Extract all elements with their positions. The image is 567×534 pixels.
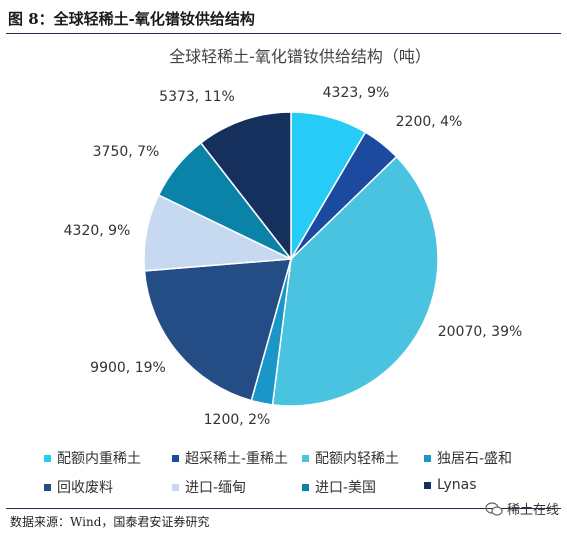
pie-slice: [271, 155, 439, 407]
watermark: 稀土在线: [485, 499, 559, 518]
legend-label: 独居石-盛和: [437, 451, 513, 467]
legend-label: 进口-美国: [315, 480, 377, 496]
legend-label: 配额内轻稀土: [315, 451, 399, 467]
slice-data-label: 4320, 9%: [64, 223, 131, 239]
legend-label: 配额内重稀土: [57, 451, 141, 467]
legend-item: 独居石-盛和: [424, 448, 512, 468]
slice-data-label: 3750, 7%: [93, 144, 160, 160]
legend-label: 回收废料: [57, 480, 113, 496]
slice-data-label: 5373, 11%: [159, 89, 235, 105]
legend-item: 配额内重稀土: [44, 448, 141, 468]
legend-item: 进口-美国: [302, 477, 376, 497]
watermark-text: 稀土在线: [506, 503, 559, 518]
legend-swatch: [172, 483, 179, 491]
pie-slice: [199, 111, 292, 262]
legend-swatch: [302, 454, 309, 462]
slice-data-label: 2200, 4%: [396, 114, 463, 130]
figure-title: 图 8：全球轻稀土-氧化镨钕供给结构: [8, 10, 255, 28]
legend-label: 超采稀土-重稀土: [185, 451, 289, 467]
pie-slice: [143, 258, 293, 402]
legend-item: Lynas: [424, 477, 477, 493]
legend-label: Lynas: [437, 477, 477, 493]
title-divider: [6, 33, 561, 34]
legend-item: 回收废料: [44, 477, 113, 497]
pie-chart: 全球轻稀土-氧化镨钕供给结构（吨） 4323, 9% 2200, 4% 20070,…: [64, 47, 523, 428]
slice-data-label: 20070, 39%: [438, 324, 523, 340]
chart-title: 全球轻稀土-氧化镨钕供给结构（吨）: [169, 47, 431, 66]
legend-swatch: [172, 454, 179, 462]
legend-item: 配额内轻稀土: [302, 448, 399, 468]
legend-swatch: [302, 483, 309, 491]
legend-item: 进口-缅甸: [172, 477, 246, 497]
legend-swatch: [424, 454, 431, 462]
wechat-icon: [485, 501, 503, 516]
legend-label: 进口-缅甸: [185, 480, 247, 496]
slice-data-label: 9900, 19%: [90, 360, 166, 376]
slice-data-label: 4323, 9%: [323, 85, 390, 101]
legend-swatch: [44, 454, 51, 462]
legend-swatch: [44, 483, 51, 491]
slice-data-label: 1200, 2%: [204, 412, 271, 428]
source-divider: [6, 508, 561, 509]
legend-item: 超采稀土-重稀土: [172, 448, 288, 468]
data-source: 数据来源：Wind，国泰君安证券研究: [10, 515, 210, 529]
legend-swatch: [424, 481, 431, 489]
